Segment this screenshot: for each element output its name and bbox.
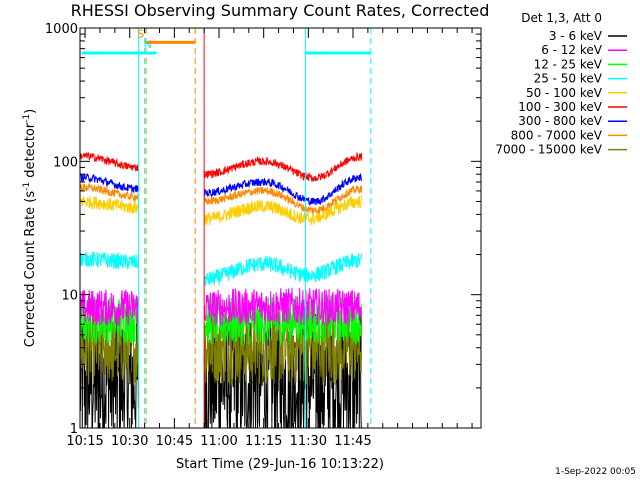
- x-tick-label: 11:15: [245, 434, 282, 449]
- y-axis-label: Corrected Count Rate (s-1 detector-1): [22, 109, 38, 347]
- series-line-300-800-kev: [80, 171, 139, 193]
- x-tick-label: 10:45: [156, 434, 193, 449]
- series-line-6-12-kev: [203, 287, 363, 327]
- series-line-800-7000-kev: [80, 183, 139, 203]
- legend-label: 50 - 100 keV: [526, 86, 603, 100]
- flag-label-n: N: [144, 38, 152, 51]
- x-tick-label: 11:00: [200, 434, 237, 449]
- series-line-6-12-kev: [80, 289, 139, 326]
- series-line-25-50-kev: [80, 251, 139, 270]
- series-line-300-800-kev: [203, 173, 363, 206]
- y-axis: 1 10 100 1000: [45, 22, 481, 437]
- x-tick-label: 11:45: [334, 434, 371, 449]
- footer-timestamp: 1-Sep-2022 00:05: [555, 467, 636, 477]
- legend-label: 6 - 12 keV: [541, 43, 603, 57]
- x-tick-label: 10:15: [66, 434, 103, 449]
- y-tick-label: 10: [61, 289, 78, 304]
- flag-label-s: S: [137, 27, 144, 40]
- x-axis-label: Start Time (29-Jun-16 10:13:22): [176, 457, 384, 472]
- x-tick-label: 10:30: [111, 434, 148, 449]
- y-tick-label: 1000: [45, 22, 78, 37]
- x-axis: 10:15 10:30 10:45 11:00 11:15 11:30 11:45: [66, 28, 473, 449]
- y-tick-label: 100: [53, 155, 78, 170]
- legend-label: 100 - 300 keV: [518, 100, 602, 114]
- legend-label: 12 - 25 keV: [534, 57, 603, 71]
- series-line-800-7000-kev: [203, 185, 363, 214]
- series-line-7000-15000-kev: [203, 310, 363, 386]
- series-line-50-100-kev: [203, 195, 363, 226]
- chart-title: RHESSI Observing Summary Count Rates, Co…: [71, 1, 490, 20]
- y-tick-label: 1: [70, 422, 78, 437]
- legend-header: Det 1,3, Att 0: [521, 11, 602, 25]
- series-line-25-50-kev: [203, 253, 363, 287]
- legend-label: 300 - 800 keV: [518, 114, 602, 128]
- x-tick-label: 11:30: [290, 434, 327, 449]
- series-line-100-300-kev: [80, 152, 139, 172]
- flags-layer: NS: [82, 27, 372, 428]
- series-line-50-100-kev: [80, 195, 139, 215]
- legend-label: 25 - 50 keV: [534, 72, 603, 86]
- legend-label: 800 - 7000 keV: [511, 128, 603, 142]
- legend-label: 3 - 6 keV: [549, 29, 603, 43]
- series-layer: [80, 151, 363, 428]
- legend-label: 7000 - 15000 keV: [495, 143, 602, 157]
- series-line-100-300-kev: [203, 151, 363, 182]
- plot-frame: [79, 27, 482, 429]
